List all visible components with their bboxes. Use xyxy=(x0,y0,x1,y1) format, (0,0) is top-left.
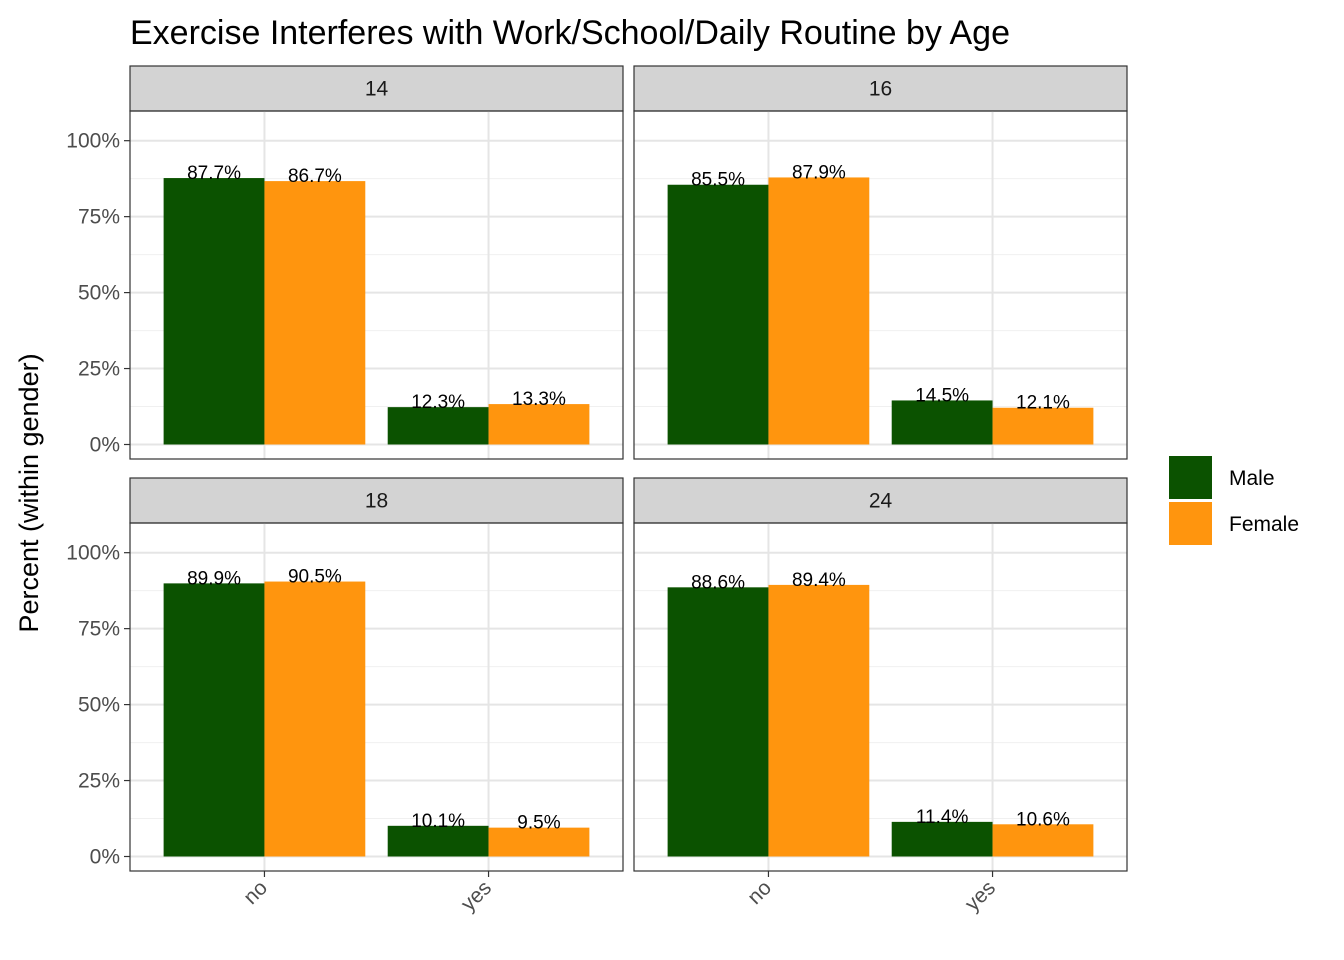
x-tick-label: yes xyxy=(457,876,496,915)
facet-strip xyxy=(129,477,624,524)
bar-female-no xyxy=(768,584,870,857)
legend-label-male: Male xyxy=(1229,467,1275,490)
legend-key-male xyxy=(1169,456,1212,499)
data-label: 85.5% xyxy=(691,170,745,191)
y-axis-title: Percent (within gender) xyxy=(14,353,44,632)
bar-female-yes xyxy=(992,824,1094,857)
y-tick-label: 75% xyxy=(78,618,120,641)
facet-strip xyxy=(129,65,624,112)
facet-panel-16: 16 85.5% 14.5% 87.9% 12.1% xyxy=(633,65,1128,460)
data-label: 86.7% xyxy=(288,166,342,187)
x-tick-label: no xyxy=(743,876,776,909)
bar-male-yes xyxy=(891,821,993,857)
facet-strip-label: 16 xyxy=(869,78,892,101)
data-label: 10.1% xyxy=(411,811,465,832)
y-tick-label: 0% xyxy=(90,434,120,457)
facet-panel-24: 24 88.6% 11.4% 89.4% 10.6% no yes xyxy=(633,477,1128,916)
panel-border xyxy=(129,110,624,460)
legend: Male Female xyxy=(1169,456,1299,545)
data-label: 87.9% xyxy=(792,162,846,183)
bar-male-yes xyxy=(891,400,993,445)
bar-female-yes xyxy=(488,404,590,445)
bar-male-no xyxy=(667,587,769,857)
bar-female-yes xyxy=(992,407,1094,445)
data-label: 9.5% xyxy=(517,813,560,834)
x-tick-label: yes xyxy=(961,876,1000,915)
legend-label-female: Female xyxy=(1229,513,1299,536)
panel-border xyxy=(633,110,1128,460)
facet-panel-14: 14 87.7% 12.3% 86.7% 13.3% 0% 25% 50% 75% 100% xyxy=(66,65,624,460)
y-tick-label: 50% xyxy=(78,694,120,717)
chart-title: Exercise Interferes with Work/School/Dai… xyxy=(130,14,1010,52)
y-tick-label: 100% xyxy=(66,542,120,565)
data-label: 89.9% xyxy=(187,568,241,589)
data-label: 87.7% xyxy=(187,163,241,184)
bar-female-no xyxy=(264,581,366,857)
bar-male-no xyxy=(163,583,265,857)
bar-female-no xyxy=(768,177,870,445)
facet-strip xyxy=(633,477,1128,524)
y-tick-label: 25% xyxy=(78,770,120,793)
panel-border xyxy=(633,522,1128,872)
data-label: 11.4% xyxy=(916,807,969,828)
panel-border xyxy=(129,522,624,872)
data-label: 12.1% xyxy=(1016,393,1070,414)
bar-male-no xyxy=(667,184,769,445)
bar-male-yes xyxy=(387,407,489,445)
y-tick-label: 0% xyxy=(90,846,120,869)
facet-strip-label: 24 xyxy=(869,490,893,513)
bar-female-yes xyxy=(488,827,590,857)
data-label: 90.5% xyxy=(288,567,342,588)
data-label: 14.5% xyxy=(915,385,969,406)
data-label: 10.6% xyxy=(1016,809,1070,830)
bar-male-no xyxy=(163,178,265,445)
y-tick-label: 25% xyxy=(78,358,120,381)
legend-key-female xyxy=(1169,502,1212,545)
bar-male-yes xyxy=(387,825,489,857)
data-label: 89.4% xyxy=(792,570,846,591)
facet-panels: 14 87.7% 12.3% 86.7% 13.3% 0% 25% 50% 75% 100% 16 8… xyxy=(66,65,1128,916)
y-tick-label: 50% xyxy=(78,282,120,305)
data-label: 12.3% xyxy=(411,392,465,413)
facet-panel-18: 18 89.9% 10.1% 90.5% 9.5% 0% 25% 50% 75% 100% no ye… xyxy=(66,477,624,916)
bar-female-no xyxy=(264,181,366,445)
data-label: 13.3% xyxy=(512,389,566,410)
facet-strip-label: 18 xyxy=(365,490,388,513)
y-tick-label: 100% xyxy=(66,130,120,153)
facet-strip-label: 14 xyxy=(365,78,389,101)
data-label: 88.6% xyxy=(691,572,745,593)
x-tick-label: no xyxy=(239,876,272,909)
y-tick-label: 75% xyxy=(78,206,120,229)
